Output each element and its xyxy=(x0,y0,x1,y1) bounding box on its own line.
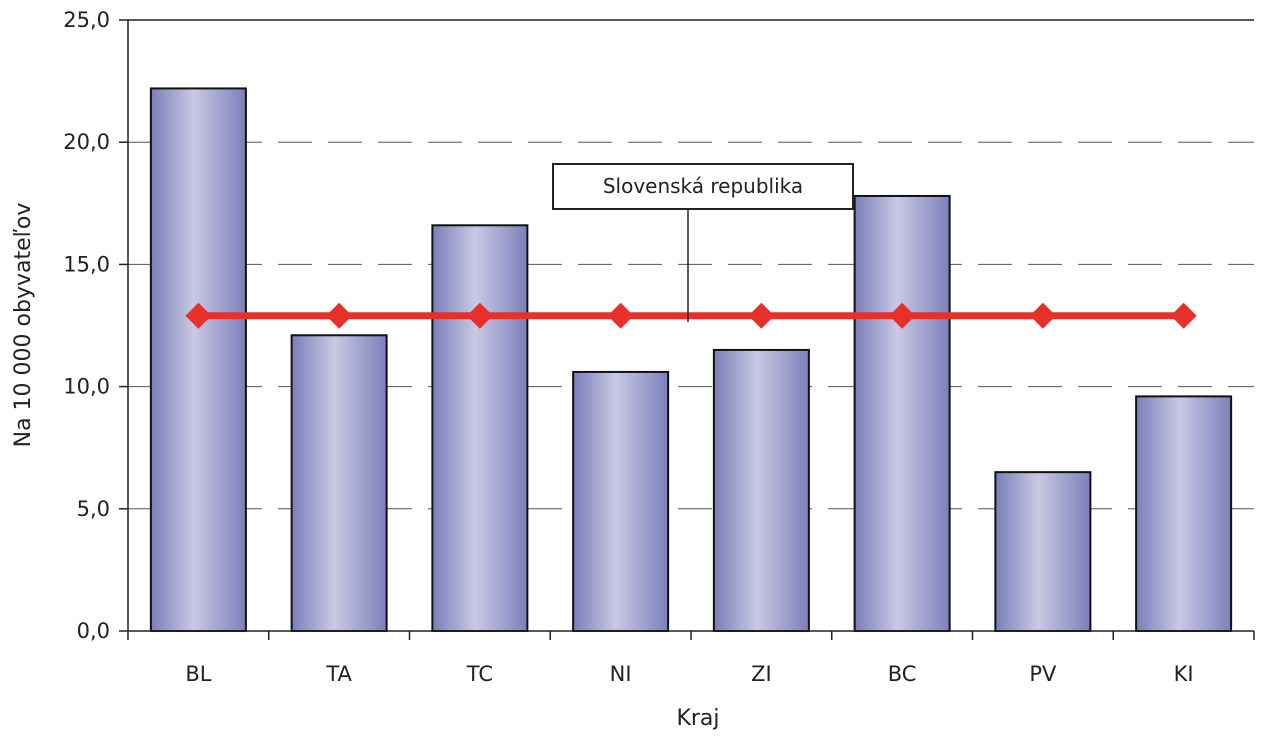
line-marker xyxy=(466,302,493,329)
axes: 0,0 5,0 10,0 15,0 20,0 25,0 BL TA TC NI ZI BC PV KI xyxy=(63,8,1255,686)
line-marker xyxy=(1029,302,1056,329)
y-tick-label: 10,0 xyxy=(63,375,110,399)
y-tick-label: 0,0 xyxy=(77,619,110,643)
line-marker xyxy=(889,302,916,329)
x-tick-label: TA xyxy=(325,662,352,686)
line-marker xyxy=(607,302,634,329)
y-tick-label: 15,0 xyxy=(63,252,110,276)
bars xyxy=(149,87,1233,633)
legend-box xyxy=(552,163,854,210)
x-tick-label: BC xyxy=(888,662,917,686)
y-tick-label: 25,0 xyxy=(63,8,110,32)
x-tick-label: BL xyxy=(185,662,211,686)
y-tick-label: 5,0 xyxy=(77,497,110,521)
x-tick-label: NI xyxy=(610,662,632,686)
legend-label: Slovenská republika xyxy=(603,174,803,198)
x-tick-label: TC xyxy=(466,662,493,686)
line-marker xyxy=(1170,302,1197,329)
line-marker xyxy=(326,302,353,329)
y-tick-label: 20,0 xyxy=(63,130,110,154)
line-marker xyxy=(748,302,775,329)
x-axis-title: Kraj xyxy=(676,706,719,731)
bar xyxy=(572,370,670,632)
x-tick-label: PV xyxy=(1029,662,1057,686)
y-axis-title: Na 10 000 obyvateľov xyxy=(11,203,36,448)
bar xyxy=(431,224,529,633)
bar xyxy=(994,471,1092,633)
bar xyxy=(290,334,388,632)
x-tick-label: KI xyxy=(1174,662,1194,686)
legend-callout: Slovenská republika xyxy=(552,163,854,322)
x-tick-label: ZI xyxy=(751,662,772,686)
bar xyxy=(1135,395,1233,632)
bar xyxy=(853,194,951,633)
line-marker xyxy=(185,302,212,329)
bar xyxy=(712,348,810,632)
bar xyxy=(149,87,247,632)
national-average-line xyxy=(185,302,1197,329)
